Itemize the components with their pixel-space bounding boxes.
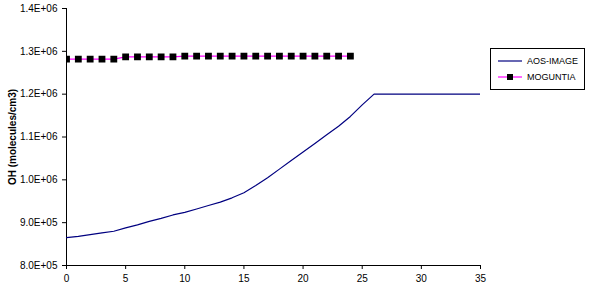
svg-text:30: 30 bbox=[416, 273, 428, 284]
svg-text:15: 15 bbox=[238, 273, 250, 284]
svg-text:OH (molecules/cm3): OH (molecules/cm3) bbox=[7, 89, 18, 185]
svg-text:20: 20 bbox=[298, 273, 310, 284]
svg-text:25: 25 bbox=[357, 273, 369, 284]
svg-text:1.4E+06: 1.4E+06 bbox=[20, 3, 58, 14]
svg-text:1.3E+06: 1.3E+06 bbox=[20, 46, 58, 57]
html-text:MOGUNTIA: MOGUNTIA bbox=[527, 72, 576, 82]
svg-text:1.1E+06: 1.1E+06 bbox=[20, 131, 58, 142]
html-text:AOS-IMAGE: AOS-IMAGE bbox=[527, 56, 578, 66]
svg-text:8.0E+05: 8.0E+05 bbox=[20, 260, 58, 271]
svg-text:0: 0 bbox=[64, 273, 70, 284]
svg-text:10: 10 bbox=[179, 273, 191, 284]
svg-text:35: 35 bbox=[475, 273, 487, 284]
svg-text:1.0E+06: 1.0E+06 bbox=[20, 174, 58, 185]
svg-text:9.0E+05: 9.0E+05 bbox=[20, 217, 58, 228]
svg-text:5: 5 bbox=[123, 273, 129, 284]
svg-text:1.2E+06: 1.2E+06 bbox=[20, 88, 58, 99]
